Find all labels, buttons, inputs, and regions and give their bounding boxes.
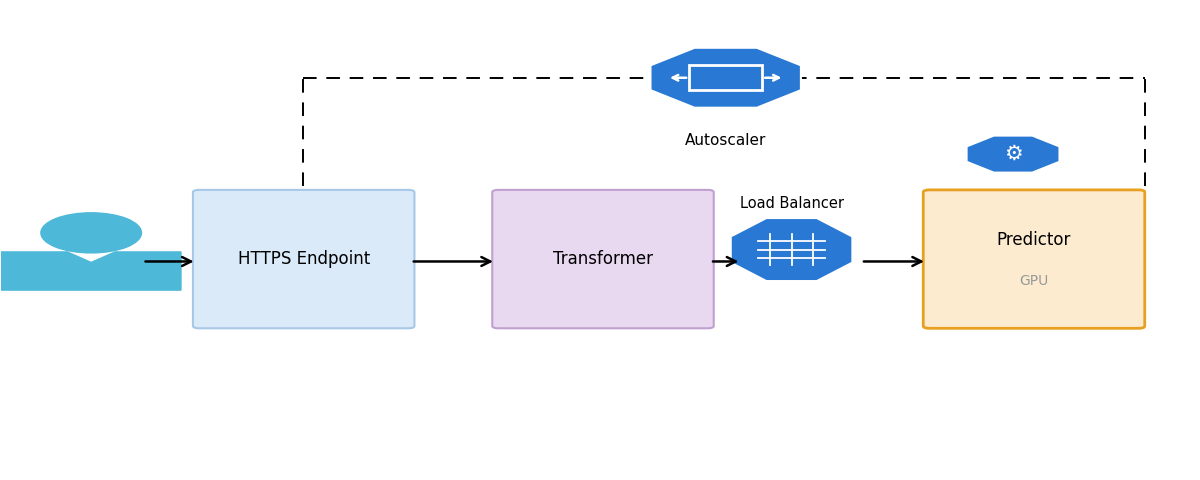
Text: Transformer: Transformer: [553, 250, 653, 268]
Bar: [689, 65, 762, 90]
Polygon shape: [1, 252, 181, 290]
Polygon shape: [731, 218, 852, 281]
Polygon shape: [650, 48, 800, 108]
Text: HTTPS Endpoint: HTTPS Endpoint: [238, 250, 370, 268]
Polygon shape: [966, 135, 1060, 173]
FancyBboxPatch shape: [492, 190, 714, 328]
Text: GPU: GPU: [1019, 274, 1049, 288]
Text: Autoscaler: Autoscaler: [685, 132, 767, 148]
Text: Load Balancer: Load Balancer: [739, 196, 844, 211]
Circle shape: [41, 213, 142, 253]
FancyBboxPatch shape: [923, 190, 1145, 328]
Text: ⚙: ⚙: [1003, 144, 1022, 164]
Text: Predictor: Predictor: [997, 231, 1072, 249]
FancyBboxPatch shape: [193, 190, 414, 328]
